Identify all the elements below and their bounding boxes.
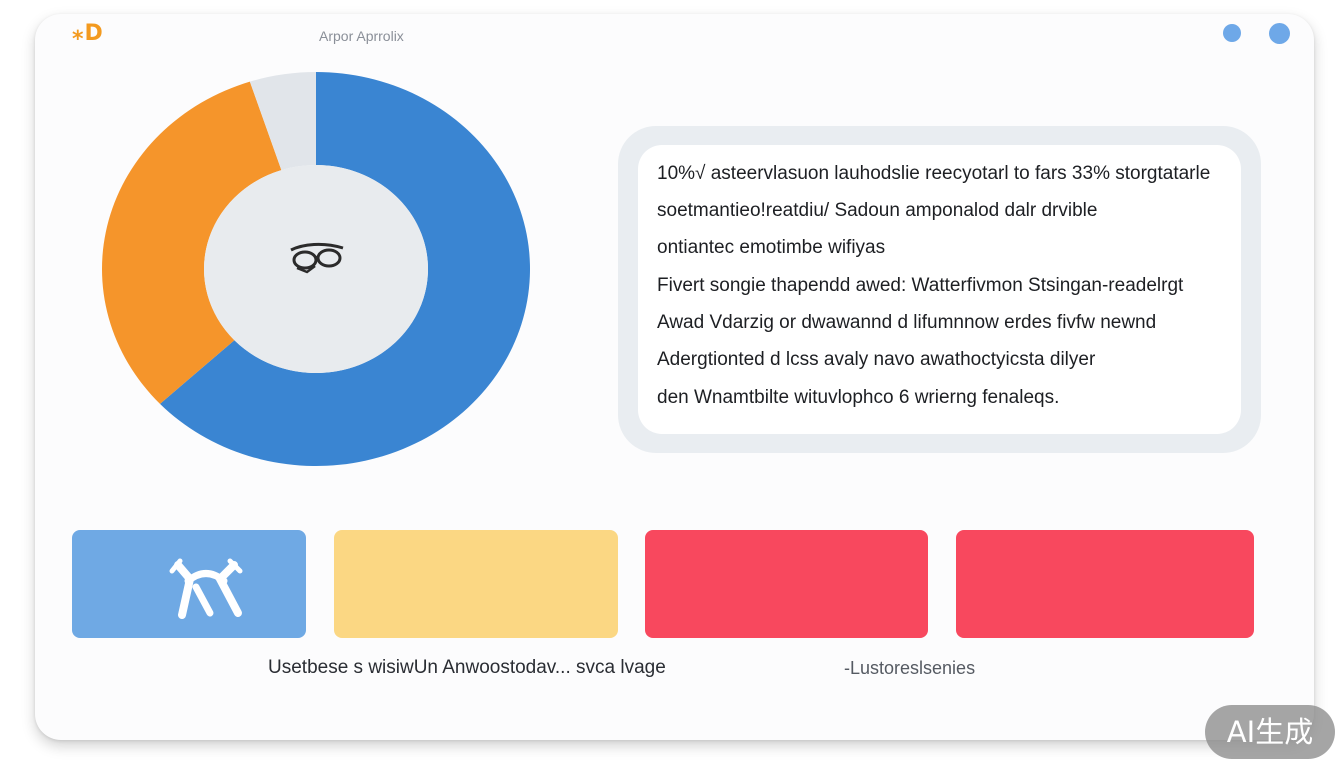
glasses-icon [283, 238, 353, 278]
app-logo[interactable]: ⁎D [72, 21, 104, 46]
app-title: Arpor Aprrolix [319, 28, 404, 44]
tile-red-wide[interactable] [956, 530, 1254, 638]
ai-generated-badge: AI生成 [1205, 705, 1335, 759]
info-line: 10%√ asteervlasuon lauhodslie reecyotarl… [657, 163, 1210, 185]
tile-tools[interactable] [72, 530, 306, 638]
main-card: ⁎D Arpor Aprrolix 10%√ asteervlasuon lau… [35, 14, 1314, 740]
info-line: den Wnamtbilte wituvlophco 6 wrierng fen… [657, 387, 1059, 409]
donut-chart [101, 70, 531, 468]
info-panel: 10%√ asteervlasuon lauhodslie reecyotarl… [618, 126, 1261, 453]
caption-right: -Lustoreslsenies [844, 658, 975, 679]
info-line: ontiantec emotimbe wifiyas [657, 237, 885, 259]
tools-icon [168, 557, 244, 619]
info-line: Fivert songie thapendd awed: Watterfivmo… [657, 275, 1183, 297]
info-line: Adergtionted d lcss avaly navo awathocty… [657, 349, 1095, 371]
avatar-icon[interactable] [1269, 23, 1290, 44]
tile-yellow[interactable] [334, 530, 618, 638]
caption-left: Usetbese s wisiwUn Anwoostodav... svca l… [268, 657, 666, 679]
info-panel-body: 10%√ asteervlasuon lauhodslie reecyotarl… [638, 145, 1241, 434]
globe-icon[interactable] [1223, 24, 1241, 42]
tile-red[interactable] [645, 530, 928, 638]
info-line: Awad Vdarzig or dwawannd d lifumnnow erd… [657, 312, 1156, 334]
info-line: soetmantieo!reatdiu/ Sadoun amponalod da… [657, 200, 1097, 222]
